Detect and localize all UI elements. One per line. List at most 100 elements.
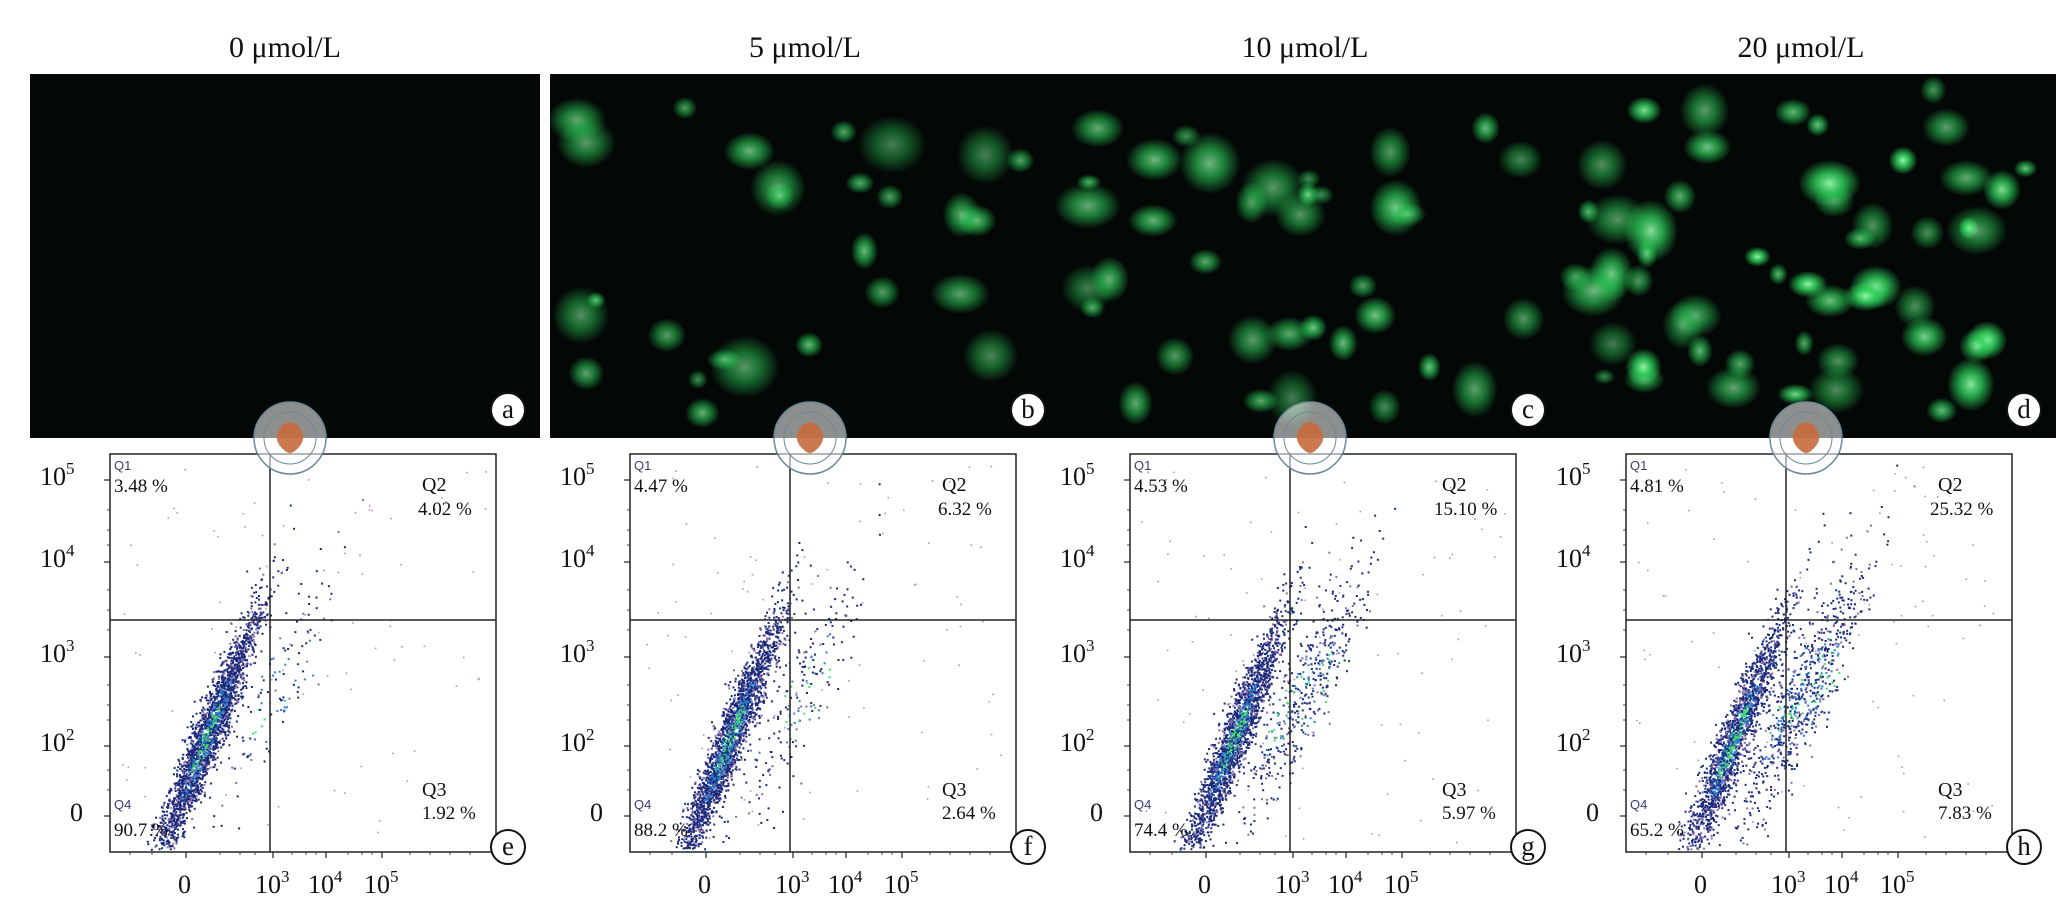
scatter-point [215,687,218,690]
scatter-point [189,742,192,745]
scatter-point [723,780,726,783]
scatter-point [757,661,760,664]
scatter-point [241,736,244,739]
scatter-point [782,810,784,813]
scatter-point [760,821,763,824]
scatter-point [189,810,192,813]
scatter-point [700,786,703,789]
scatter-point [775,644,778,647]
scatter-point [220,719,223,722]
scatter-point [682,839,685,841]
scatter-point [684,802,687,805]
scatter-point [764,625,767,628]
scatter-point [163,830,166,833]
scatter-point [778,620,781,623]
scatter-point [377,831,379,834]
scatter-point [713,806,715,809]
scatter-point [205,762,208,765]
scatter-point [697,813,700,816]
scatter-point [194,773,197,776]
scatter-point [225,720,228,723]
scatter-point [748,733,751,736]
scatter-point [194,735,196,738]
scatter-point [237,680,240,683]
scatter-point [258,595,260,597]
scatter-point [259,691,262,694]
scatter-point [710,782,713,785]
scatter-point [183,782,185,785]
scatter-point [717,756,719,759]
scatter-point [725,835,728,838]
scatter-point [222,720,225,723]
scatter-point [717,768,720,771]
scatter-point [772,586,775,589]
scatter-point [793,712,796,715]
scatter-point [751,647,754,650]
scatter-point [710,755,713,758]
scatter-point [723,766,726,769]
scatter-point [297,592,300,595]
scatter-point [155,816,157,819]
scatter-point [182,828,184,831]
scatter-point [680,828,683,831]
scatter-point [223,724,226,727]
scatter-point [195,788,198,791]
scatter-point [197,776,200,779]
scatter-point [206,712,209,715]
scatter-point [755,652,758,654]
scatter-point [195,769,198,772]
scatter-point [735,702,738,705]
scatter-point [237,638,240,641]
scatter-point [172,836,175,839]
scatter-point [780,754,782,757]
scatter-point [211,710,214,713]
scatter-point [191,743,194,746]
scatter-point [745,710,748,713]
scatter-point [207,757,210,760]
scatter-point [164,817,167,820]
scatter-point [211,706,214,708]
scatter-point [756,684,759,687]
scatter-point [262,611,265,614]
scatter-point [227,729,230,732]
scatter-point [222,728,225,731]
scatter-point [216,697,219,700]
scatter-point [151,824,154,827]
scatter-point [773,616,776,619]
scatter-point [194,795,197,798]
scatter-point [164,826,167,829]
scatter-point [736,715,738,718]
scatter-point [240,695,243,698]
scatter-point [259,614,262,617]
scatter-point [721,747,724,750]
scatter-point [241,643,244,646]
scatter-point [682,808,685,811]
scatter-point [220,664,223,667]
scatter-point [190,788,193,791]
scatter-point [706,818,709,821]
scatter-point [699,818,702,821]
scatter-point [179,804,182,807]
scatter-point [197,791,200,794]
scatter-point [716,772,719,775]
scatter-point [235,647,238,650]
scatter-point [732,748,735,751]
scatter-point [222,684,225,687]
scatter-point [309,639,311,642]
scatter-point [710,797,713,800]
scatter-point [731,702,734,705]
scatter-point [233,672,235,675]
scatter-point [206,768,209,771]
scatter-point [193,794,196,797]
scatter-point [178,793,181,795]
scatter-point [758,634,761,637]
scatter-point [755,704,757,707]
scatter-point [259,587,262,590]
scatter-point [829,633,831,636]
scatter-point [810,656,813,659]
scatter-point [703,804,705,807]
scatter-point [240,651,243,654]
scatter-point [757,697,760,700]
scatter-point [692,801,695,804]
scatter-point [747,707,750,710]
